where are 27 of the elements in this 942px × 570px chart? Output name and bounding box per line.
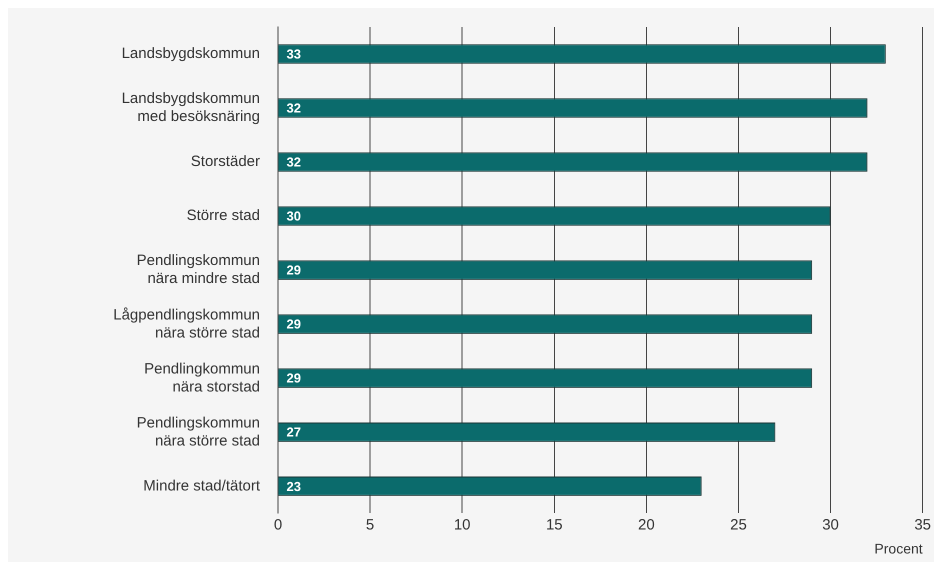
data-label: 33 (286, 46, 301, 62)
y-tick-label: Lågpendlingskommun nära större stad (113, 306, 260, 342)
y-tick-label: Storstäder (190, 153, 260, 170)
data-label: 29 (286, 316, 301, 332)
x-tick-label: 15 (546, 516, 563, 534)
x-tick-label: 0 (274, 516, 282, 534)
data-label: 30 (286, 208, 301, 224)
x-tick-label: 25 (730, 516, 747, 534)
y-tick-label: Pendlingkommun nära storstad (144, 360, 260, 396)
y-tick-label: Landsbygdskommun med besöksnäring (122, 90, 260, 126)
data-label: 32 (286, 100, 301, 116)
y-tick-label: Mindre stad/tätort (143, 477, 261, 494)
y-tick-label: Landsbygdskommun (122, 45, 260, 62)
data-label: 32 (286, 154, 301, 170)
x-tick-label: 20 (638, 516, 655, 534)
data-label: 27 (286, 424, 301, 440)
data-label: 23 (286, 478, 301, 494)
y-tick-label: Pendlingskommun nära mindre stad (136, 252, 260, 288)
x-axis-title: Procent (874, 540, 923, 556)
data-label: 29 (286, 370, 301, 386)
y-tick-label: Pendlingskommun nära större stad (136, 414, 260, 450)
x-tick-label: 5 (366, 516, 374, 534)
x-tick-label: 10 (454, 516, 471, 534)
y-tick-label: Större stad (186, 207, 260, 224)
data-label: 29 (286, 262, 301, 278)
x-tick-label: 30 (822, 516, 839, 534)
x-tick-label: 35 (914, 516, 931, 534)
